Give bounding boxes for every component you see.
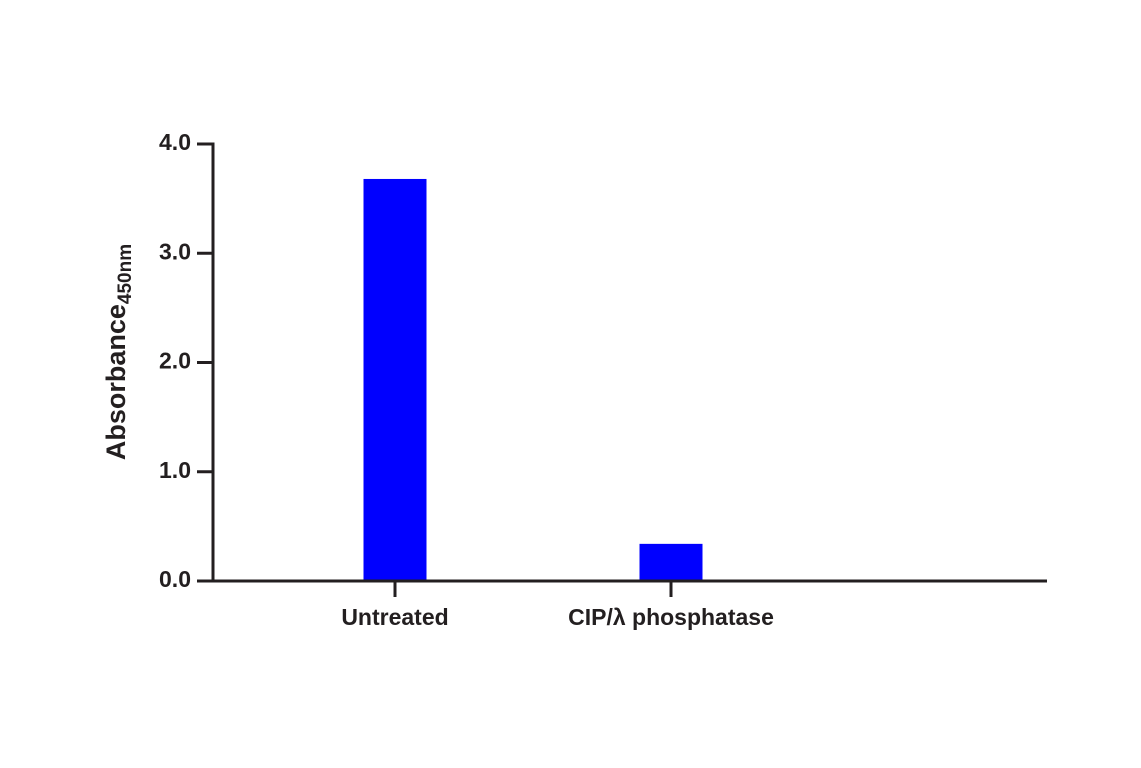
bar xyxy=(363,178,427,581)
y-label-subscript: 450nm xyxy=(115,244,136,304)
y-tick-label: 4.0 xyxy=(159,129,191,155)
y-tick-label: 1.0 xyxy=(159,457,191,483)
y-tick-label: 2.0 xyxy=(159,348,191,374)
y-tick-label: 0.0 xyxy=(159,566,191,592)
x-tick-label: CIP/λ phosphatase xyxy=(568,604,774,630)
y-axis-label: Absorbance450nm xyxy=(101,244,136,460)
x-tick-label: Untreated xyxy=(341,604,448,630)
y-label-main: Absorbance xyxy=(101,304,131,460)
y-tick-label: 3.0 xyxy=(159,238,191,264)
bar xyxy=(639,543,703,581)
